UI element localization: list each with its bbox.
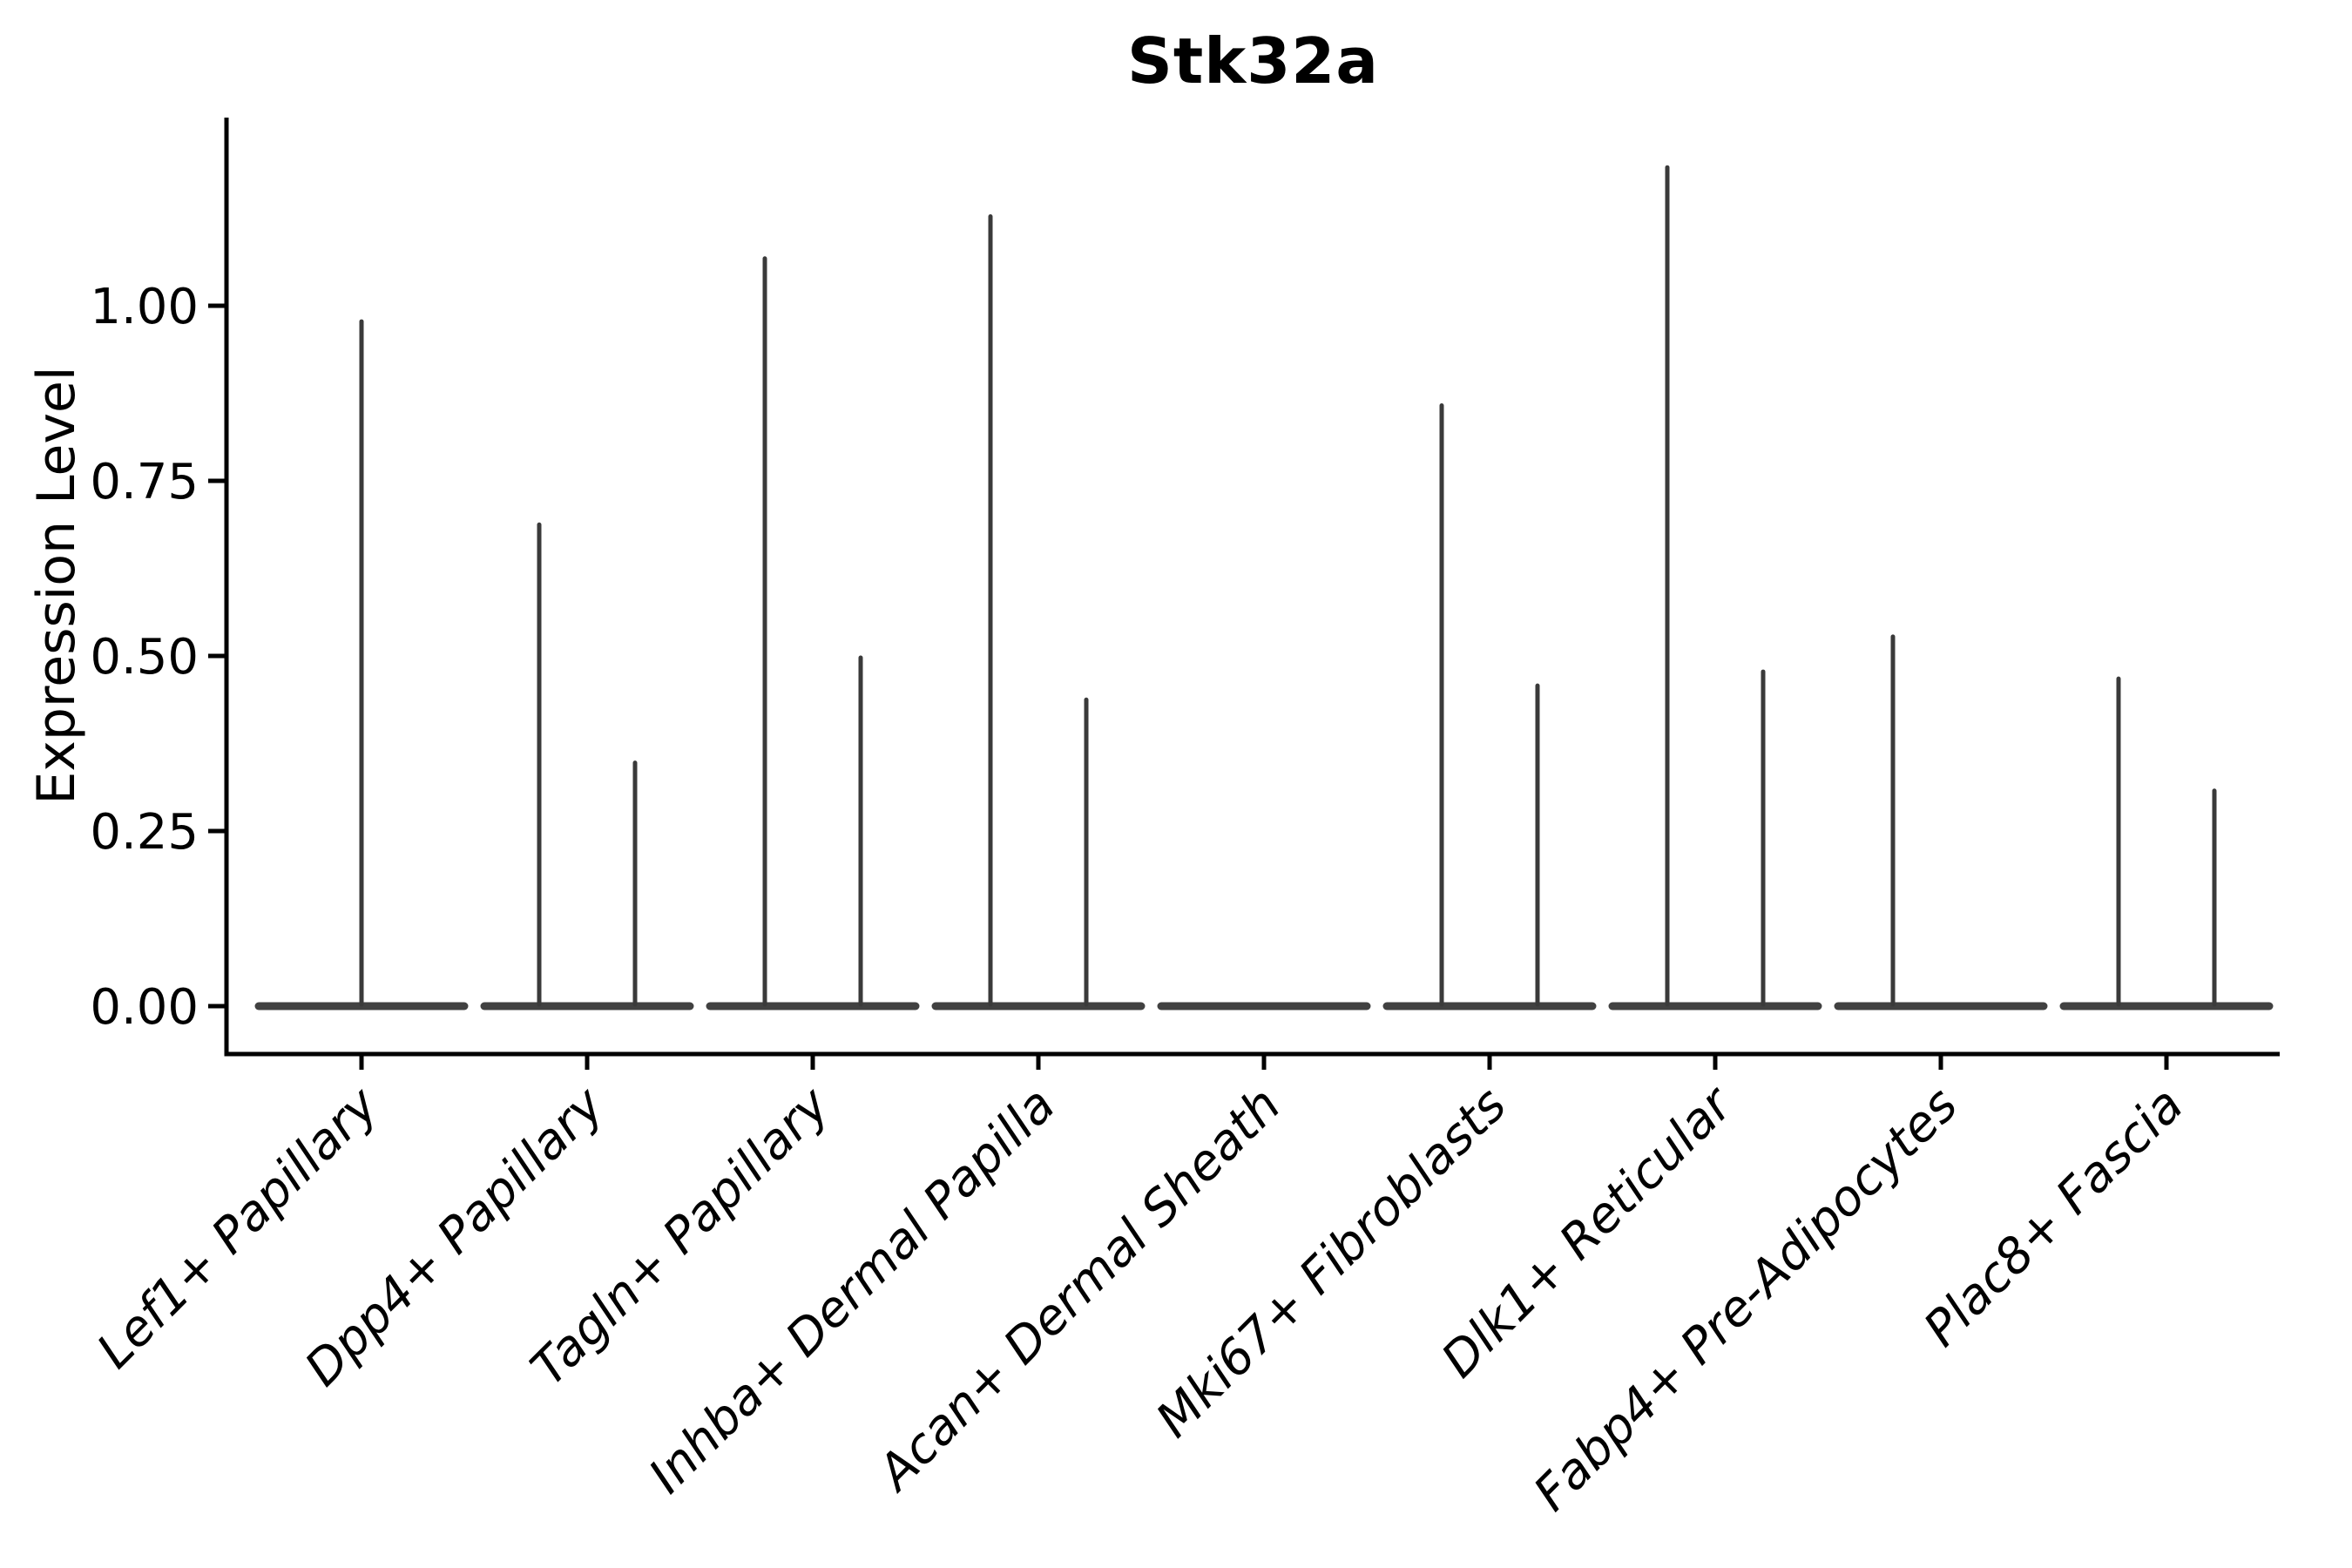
x-tick-label: Acan+ Dermal Sheath <box>866 1077 1292 1503</box>
y-tick-label: 1.00 <box>90 279 199 335</box>
chart-title: Stk32a <box>1127 24 1379 98</box>
y-tick-label: 0.00 <box>90 979 199 1036</box>
x-tick-label: Inhba+ Dermal Papilla <box>639 1077 1066 1504</box>
y-tick-label: 0.75 <box>90 454 199 510</box>
x-tick-label: Fabp4+ Pre-Adipocytes <box>1524 1077 1969 1522</box>
y-tick-label: 0.25 <box>90 804 199 861</box>
y-tick-label: 0.50 <box>90 629 199 686</box>
